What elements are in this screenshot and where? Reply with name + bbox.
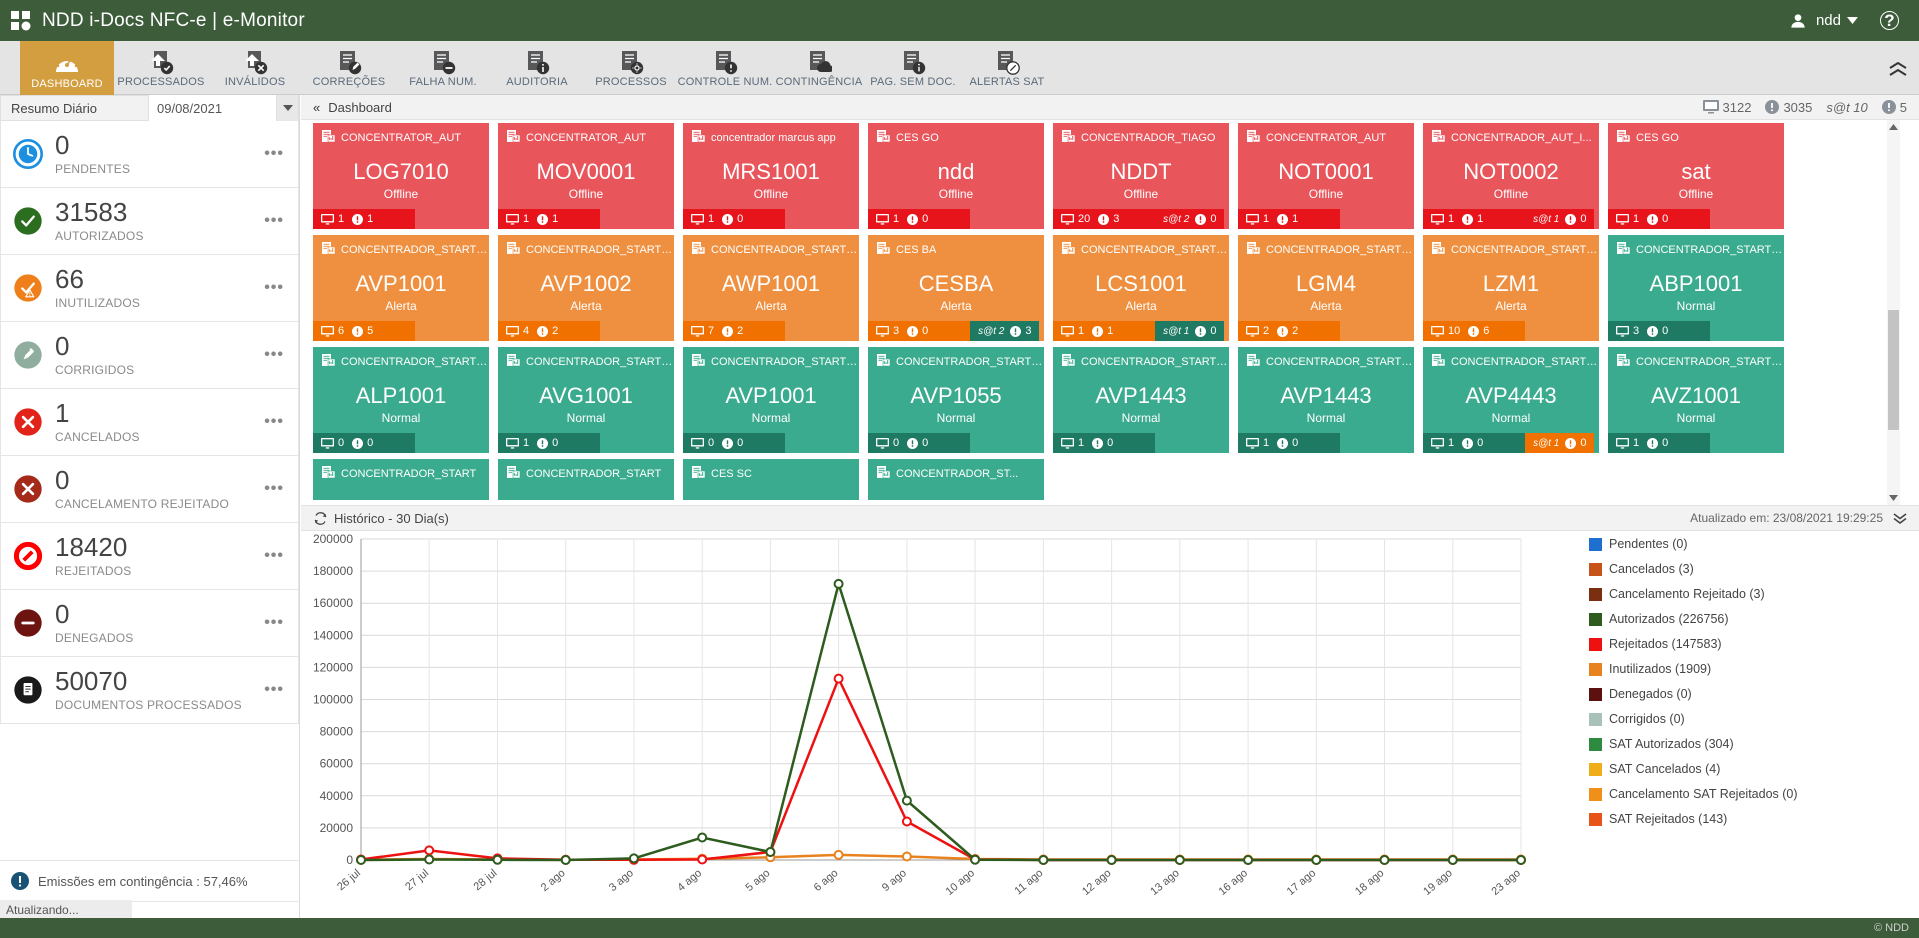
svg-text:13 ago: 13 ago bbox=[1148, 867, 1181, 898]
svg-text:10 ago: 10 ago bbox=[944, 867, 977, 898]
svg-text:16 ago: 16 ago bbox=[1217, 867, 1250, 898]
svg-text:60000: 60000 bbox=[320, 757, 354, 771]
svg-text:200000: 200000 bbox=[313, 532, 353, 546]
svg-text:17 ago: 17 ago bbox=[1285, 867, 1318, 898]
svg-text:2 ago: 2 ago bbox=[539, 867, 568, 894]
svg-text:140000: 140000 bbox=[313, 628, 353, 642]
svg-text:100000: 100000 bbox=[313, 693, 353, 707]
svg-text:4 ago: 4 ago bbox=[675, 867, 704, 894]
svg-text:120000: 120000 bbox=[313, 660, 353, 674]
svg-text:9 ago: 9 ago bbox=[880, 867, 909, 894]
svg-text:18 ago: 18 ago bbox=[1353, 867, 1386, 898]
svg-text:0: 0 bbox=[346, 853, 353, 867]
svg-text:28 jul: 28 jul bbox=[472, 867, 500, 893]
svg-text:27 jul: 27 jul bbox=[403, 867, 431, 893]
svg-text:23 ago: 23 ago bbox=[1489, 867, 1522, 898]
svg-text:40000: 40000 bbox=[320, 789, 354, 803]
svg-text:20000: 20000 bbox=[320, 821, 354, 835]
svg-text:6 ago: 6 ago bbox=[812, 867, 841, 894]
svg-text:160000: 160000 bbox=[313, 596, 353, 610]
svg-text:5 ago: 5 ago bbox=[744, 867, 773, 894]
svg-text:12 ago: 12 ago bbox=[1080, 867, 1113, 898]
svg-text:11 ago: 11 ago bbox=[1012, 867, 1045, 897]
svg-text:26 jul: 26 jul bbox=[335, 867, 363, 893]
svg-text:80000: 80000 bbox=[320, 725, 354, 739]
svg-text:19 ago: 19 ago bbox=[1421, 867, 1454, 898]
svg-text:3 ago: 3 ago bbox=[607, 867, 636, 894]
svg-text:180000: 180000 bbox=[313, 564, 353, 578]
